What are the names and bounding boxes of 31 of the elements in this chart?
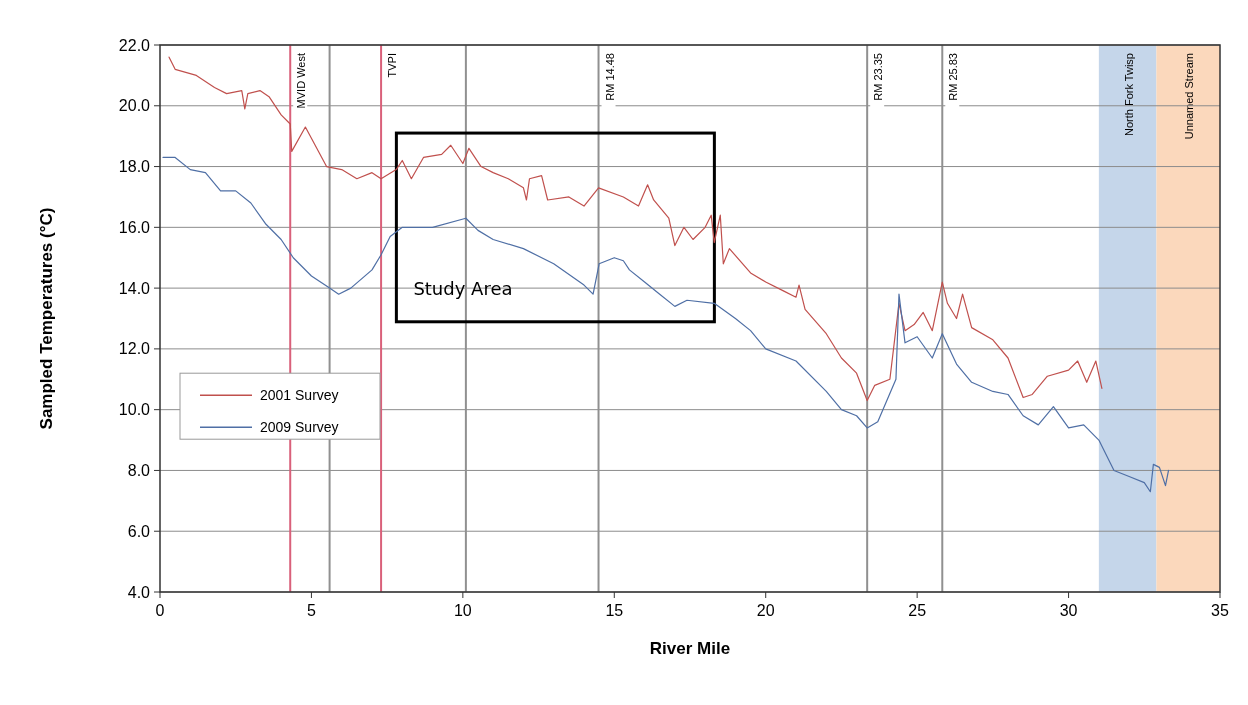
band-label: Unnamed Stream <box>1183 53 1196 140</box>
y-tick-label: 16.0 <box>118 218 151 236</box>
x-tick-label: 0 <box>155 602 165 619</box>
ref-line-label: RM 14.48 <box>603 53 616 101</box>
x-tick-label: 15 <box>605 602 624 619</box>
y-tick-label: 22.0 <box>118 36 151 54</box>
y-tick-label: 18.0 <box>118 158 151 176</box>
ref-line-label: TVPI <box>386 53 399 78</box>
x-tick-label: 5 <box>306 602 316 619</box>
x-tick-label: 10 <box>453 602 472 619</box>
band-label: North Fork Twisp <box>1122 53 1135 136</box>
x-tick-label: 35 <box>1211 602 1229 619</box>
y-tick-label: 14.0 <box>118 279 151 297</box>
y-tick-label: 10.0 <box>118 401 151 419</box>
y-tick-label: 8.0 <box>127 462 151 480</box>
y-tick-label: 12.0 <box>118 340 151 358</box>
x-tick-label: 20 <box>756 602 775 619</box>
x-tick-label: 25 <box>908 602 927 619</box>
y-tick-label: 4.0 <box>127 583 151 601</box>
y-axis-title: Sampled Temperatures (°C) <box>37 207 56 430</box>
y-tick-label: 6.0 <box>127 522 151 540</box>
ref-line-label: RM 25.83 <box>947 53 960 101</box>
y-tick-label: 20.0 <box>118 97 151 115</box>
x-axis-title: River Mile <box>649 639 731 658</box>
annotation: Study Area <box>413 277 513 299</box>
legend-label: 2009 Survey <box>260 419 339 436</box>
legend-label: 2001 Survey <box>260 387 339 404</box>
line-series <box>162 156 1170 493</box>
ref-line-label: RM 23.35 <box>872 53 885 101</box>
ref-line-label: MVID West <box>295 53 308 109</box>
x-tick-label: 30 <box>1059 602 1078 619</box>
